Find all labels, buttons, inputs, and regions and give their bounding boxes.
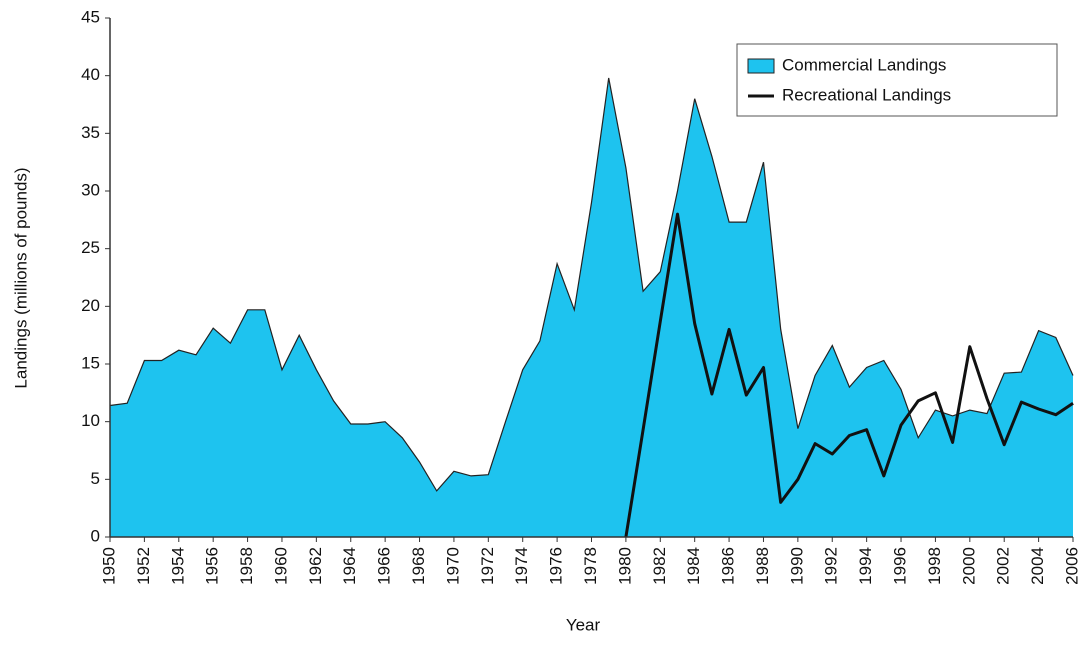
x-tick-label: 1962 — [306, 547, 325, 585]
y-tick-label: 30 — [81, 180, 100, 199]
x-tick-label: 1950 — [99, 547, 118, 585]
y-tick-label: 15 — [81, 353, 100, 372]
x-tick-label: 1954 — [168, 547, 187, 585]
x-tick-label: 2006 — [1062, 547, 1081, 585]
x-tick-label: 2004 — [1028, 547, 1047, 585]
x-tick-label: 1996 — [891, 547, 910, 585]
area-outline — [109, 77, 1074, 492]
area — [110, 78, 1073, 537]
x-tick-label: 1966 — [375, 547, 394, 585]
legend-swatch — [747, 58, 775, 74]
legend-label: Recreational Landings — [782, 85, 951, 104]
x-tick-label: 1988 — [753, 547, 772, 585]
x-tick-label: 1952 — [134, 547, 153, 585]
y-tick-label: 25 — [81, 238, 100, 257]
y-tick-label: 0 — [91, 526, 100, 545]
x-tick-label: 1986 — [719, 547, 738, 585]
y-tick-label: 5 — [91, 469, 100, 488]
x-tick-label: 1960 — [271, 547, 290, 585]
x-tick-label: 1976 — [547, 547, 566, 585]
x-tick-label: 1978 — [581, 547, 600, 585]
x-tick-label: 1972 — [478, 547, 497, 585]
y-tick-label: 45 — [81, 7, 100, 26]
y-tick-label: 40 — [81, 65, 100, 84]
x-tick-label: 2000 — [959, 547, 978, 585]
x-axis-title: Year — [566, 615, 601, 634]
x-tick-label: 1958 — [237, 547, 256, 585]
x-tick-label: 1968 — [409, 547, 428, 585]
y-tick-label: 35 — [81, 123, 100, 142]
x-tick-label: 1984 — [684, 547, 703, 585]
y-axis-title: Landings (millions of pounds) — [11, 167, 30, 388]
legend-box — [736, 43, 1058, 117]
y-tick-label: 20 — [81, 296, 100, 315]
x-tick-label: 1994 — [856, 547, 875, 585]
x-tick-label: 1992 — [822, 547, 841, 585]
x-tick-label: 1990 — [787, 547, 806, 585]
x-tick-label: 1980 — [615, 547, 634, 585]
x-tick-label: 2002 — [994, 547, 1013, 585]
y-tick-label: 10 — [81, 411, 100, 430]
x-tick-label: 1964 — [340, 547, 359, 585]
line — [624, 212, 1074, 538]
x-tick-label: 1956 — [203, 547, 222, 585]
legend-label: Commercial Landings — [782, 55, 946, 74]
x-tick-label: 1974 — [512, 547, 531, 585]
x-tick-label: 1982 — [650, 547, 669, 585]
x-tick-label: 1970 — [443, 547, 462, 585]
x-tick-label: 1998 — [925, 547, 944, 585]
